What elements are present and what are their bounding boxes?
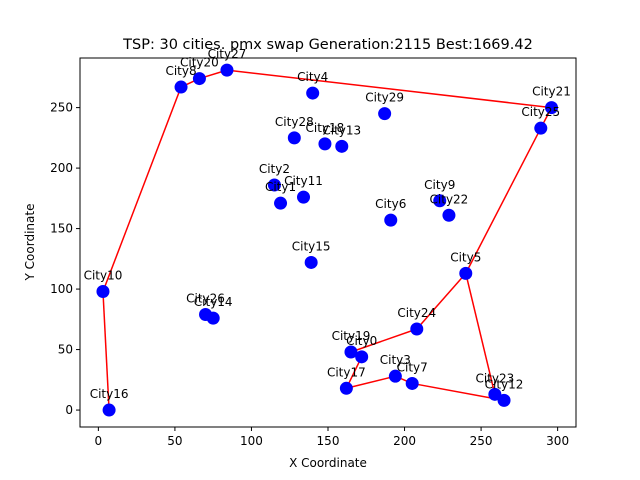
route-segment <box>102 86 182 292</box>
city-label: City15 <box>292 239 331 253</box>
city-point <box>220 63 234 77</box>
city-label: City3 <box>380 353 411 367</box>
x-axis-label: X Coordinate <box>289 456 367 470</box>
y-tick-label: 0 <box>65 403 73 417</box>
city-label: City7 <box>397 360 428 374</box>
city-label: City24 <box>397 306 436 320</box>
x-tick-label: 50 <box>167 434 182 448</box>
y-tick-label: 100 <box>50 282 73 296</box>
city-point <box>405 376 419 390</box>
x-tick-label: 0 <box>95 434 103 448</box>
route-segment <box>465 273 496 395</box>
plot-area <box>79 57 577 428</box>
city-label: City4 <box>297 70 328 84</box>
city-point <box>287 131 301 145</box>
y-axis-label: Y Coordinate <box>23 204 37 282</box>
city-point <box>442 208 456 222</box>
route-segment <box>346 375 396 390</box>
city-label: City5 <box>450 250 481 264</box>
city-point <box>335 139 349 153</box>
y-tick-label: 250 <box>50 101 73 115</box>
city-label: City22 <box>430 192 469 206</box>
city-label-layer: City0 City1 City2 City3 City4 City5 City6 City7… <box>84 47 571 401</box>
city-point <box>344 345 358 359</box>
route-segment <box>412 382 505 402</box>
city-point <box>199 307 213 321</box>
city-label: City10 <box>84 268 123 282</box>
route-segment <box>416 272 467 330</box>
city-point <box>306 86 320 100</box>
city-label: City1 <box>265 180 296 194</box>
city-point <box>488 387 502 401</box>
city-label: City29 <box>365 91 404 105</box>
route-segment <box>465 127 542 274</box>
city-layer <box>96 63 559 417</box>
city-label: City20 <box>180 56 219 70</box>
x-tick-label: 200 <box>393 434 416 448</box>
city-point <box>355 350 369 364</box>
city-label: City19 <box>332 329 371 343</box>
city-point <box>388 369 402 383</box>
route-segment <box>226 69 552 109</box>
city-label: City13 <box>322 123 361 137</box>
route-segment <box>350 328 418 353</box>
city-label: City8 <box>165 64 196 78</box>
city-point <box>274 196 288 210</box>
city-label: City23 <box>475 371 514 385</box>
city-point <box>534 121 548 135</box>
city-point <box>174 80 188 94</box>
city-point <box>318 137 332 151</box>
city-label: City26 <box>186 291 225 305</box>
city-label: City27 <box>208 47 247 61</box>
city-point <box>433 194 447 208</box>
city-label: City21 <box>532 85 571 99</box>
city-point <box>497 393 511 407</box>
city-point <box>192 72 206 86</box>
city-point <box>339 381 353 395</box>
city-point <box>304 255 318 269</box>
city-point <box>102 403 116 417</box>
x-ticks: 0 50 100 150 200 250 300 <box>95 427 569 448</box>
y-tick-label: 50 <box>58 343 73 357</box>
city-point <box>410 322 424 336</box>
city-label: City0 <box>346 334 377 348</box>
city-label: City17 <box>327 365 366 379</box>
city-label: City9 <box>424 178 455 192</box>
city-label: City11 <box>284 174 323 188</box>
city-point <box>267 178 281 192</box>
x-tick-label: 150 <box>317 434 340 448</box>
city-label: City12 <box>485 377 524 391</box>
y-ticks: 0 50 100 150 200 250 <box>50 101 80 417</box>
chart-title: TSP: 30 cities. pmx swap Generation:2115… <box>122 37 533 53</box>
city-label: City6 <box>375 197 406 211</box>
city-point <box>297 190 311 204</box>
city-point <box>459 266 473 280</box>
city-label: City18 <box>306 121 345 135</box>
city-label: City14 <box>194 295 233 309</box>
route-segment <box>102 291 110 411</box>
x-tick-label: 250 <box>470 434 493 448</box>
x-tick-label: 300 <box>546 434 569 448</box>
city-label: City16 <box>90 387 129 401</box>
city-label: City28 <box>275 115 314 129</box>
x-tick-label: 100 <box>240 434 263 448</box>
city-point <box>545 101 559 115</box>
city-label: City2 <box>259 162 290 176</box>
city-point <box>96 284 110 298</box>
city-point <box>384 213 398 227</box>
city-label: City25 <box>521 105 560 119</box>
y-tick-label: 150 <box>50 222 73 236</box>
city-point <box>378 107 392 121</box>
y-tick-label: 200 <box>50 161 73 175</box>
